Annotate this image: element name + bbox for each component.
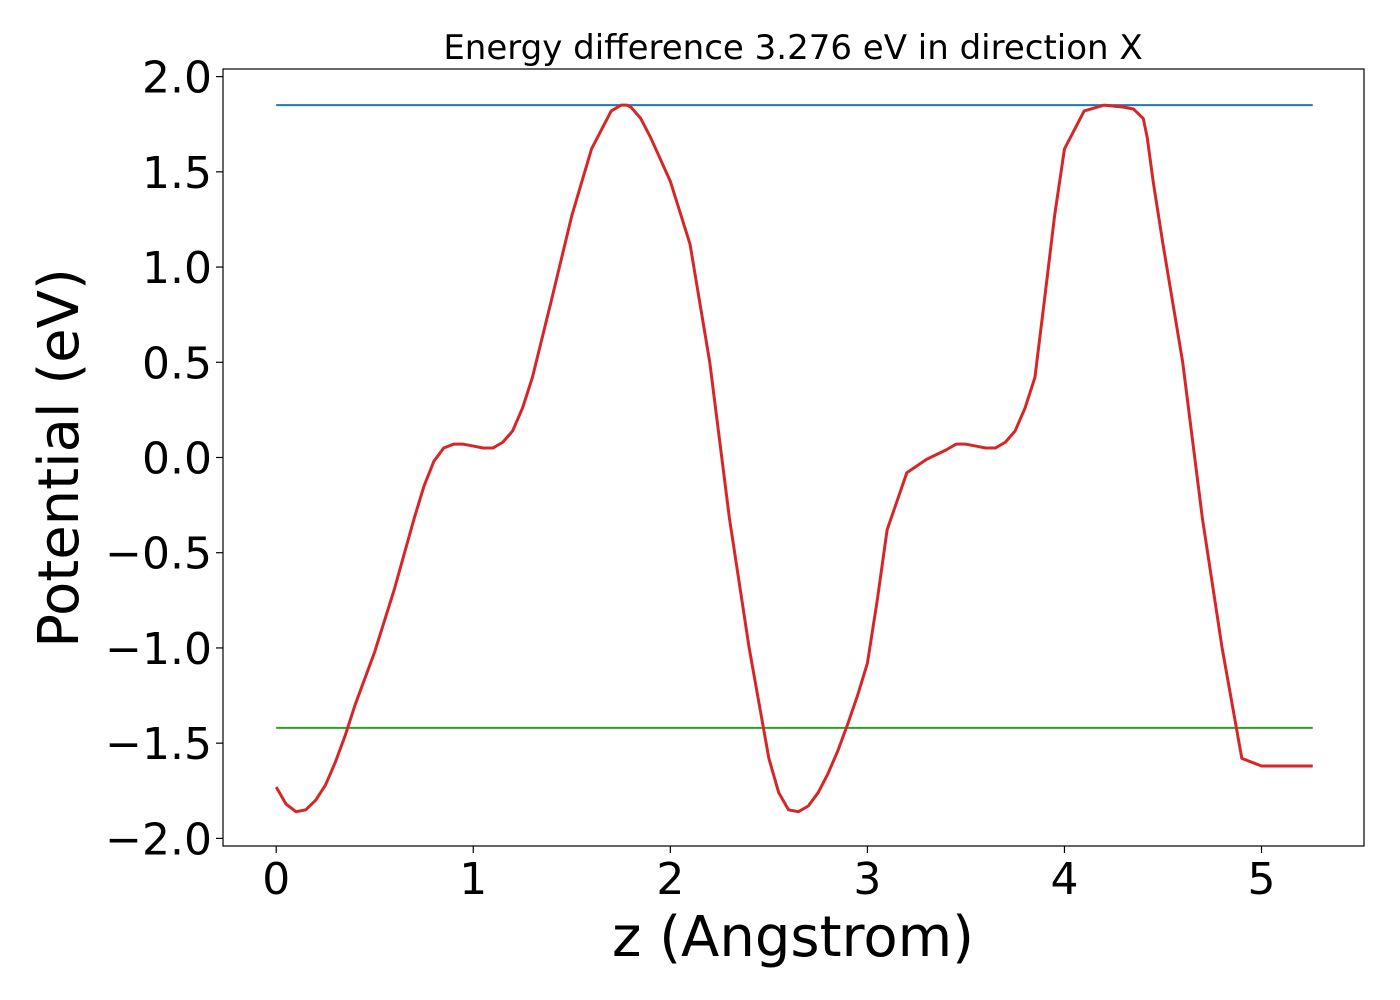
- x-tick-label-5: 5: [1248, 854, 1276, 905]
- y-tick-label-8: 2.0: [142, 53, 212, 104]
- y-axis-label: Potential (eV): [27, 268, 92, 648]
- y-tick-label-3: −0.5: [105, 529, 212, 580]
- y-tick-label-7: 1.5: [142, 148, 212, 199]
- series-line-2: [274, 103, 1313, 814]
- x-tick-label-0: 0: [262, 854, 290, 905]
- x-tick-label-4: 4: [1050, 854, 1078, 905]
- plot-frame: [222, 68, 1365, 847]
- x-tick-label-3: 3: [853, 854, 881, 905]
- y-tick-label-6: 1.0: [142, 243, 212, 294]
- y-tick-label-2: −1.0: [105, 624, 212, 675]
- y-tick-label-4: 0.0: [142, 434, 212, 485]
- y-tick-label-1: −1.5: [105, 719, 212, 770]
- x-tick-label-1: 1: [459, 854, 487, 905]
- x-tick-label-2: 2: [656, 854, 684, 905]
- x-axis-label: z (Angstrom): [612, 905, 974, 970]
- plot-area: 0 1 2 3 4 5 −2.0 −1.5 −1.0 −0.5 0.0 0.5 1.0 1.5 2.0: [105, 53, 1365, 905]
- chart-title: Energy difference 3.276 eV in direction …: [443, 28, 1142, 68]
- y-tick-label-0: −2.0: [105, 814, 212, 865]
- y-tick-label-5: 0.5: [142, 338, 212, 389]
